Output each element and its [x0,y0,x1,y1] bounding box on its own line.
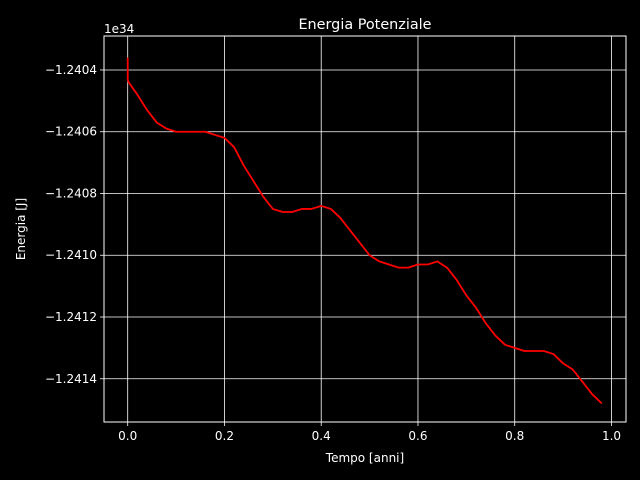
y-tick-label: −1.2404 [45,63,97,77]
x-tick-label: 0.0 [118,429,137,443]
y-offset-text: 1e34 [104,22,134,36]
x-tick-label: 0.6 [408,429,427,443]
y-tick-label: −1.2406 [45,125,97,139]
x-tick-label: 0.2 [215,429,234,443]
series-line [126,57,603,405]
y-tick-label: −1.2408 [45,186,97,200]
series-layer [126,57,603,405]
y-axis-label: Energia [J] [14,198,28,260]
y-tick-label: −1.2410 [45,248,97,262]
x-axis-label: Tempo [anni] [325,451,404,465]
y-tick-label: −1.2414 [45,372,97,386]
y-tick-label: −1.2412 [45,310,97,324]
ticks: 0.0 0.2 0.4 0.6 0.8 1.0 −1.2404 −1.2406 −1.2408 −… [45,63,621,443]
plot-frame [103,35,627,423]
x-tick-label: 1.0 [602,429,621,443]
x-tick-label: 0.4 [312,429,331,443]
chart-title: Energia Potenziale [298,17,431,33]
x-tick-label: 0.8 [505,429,524,443]
